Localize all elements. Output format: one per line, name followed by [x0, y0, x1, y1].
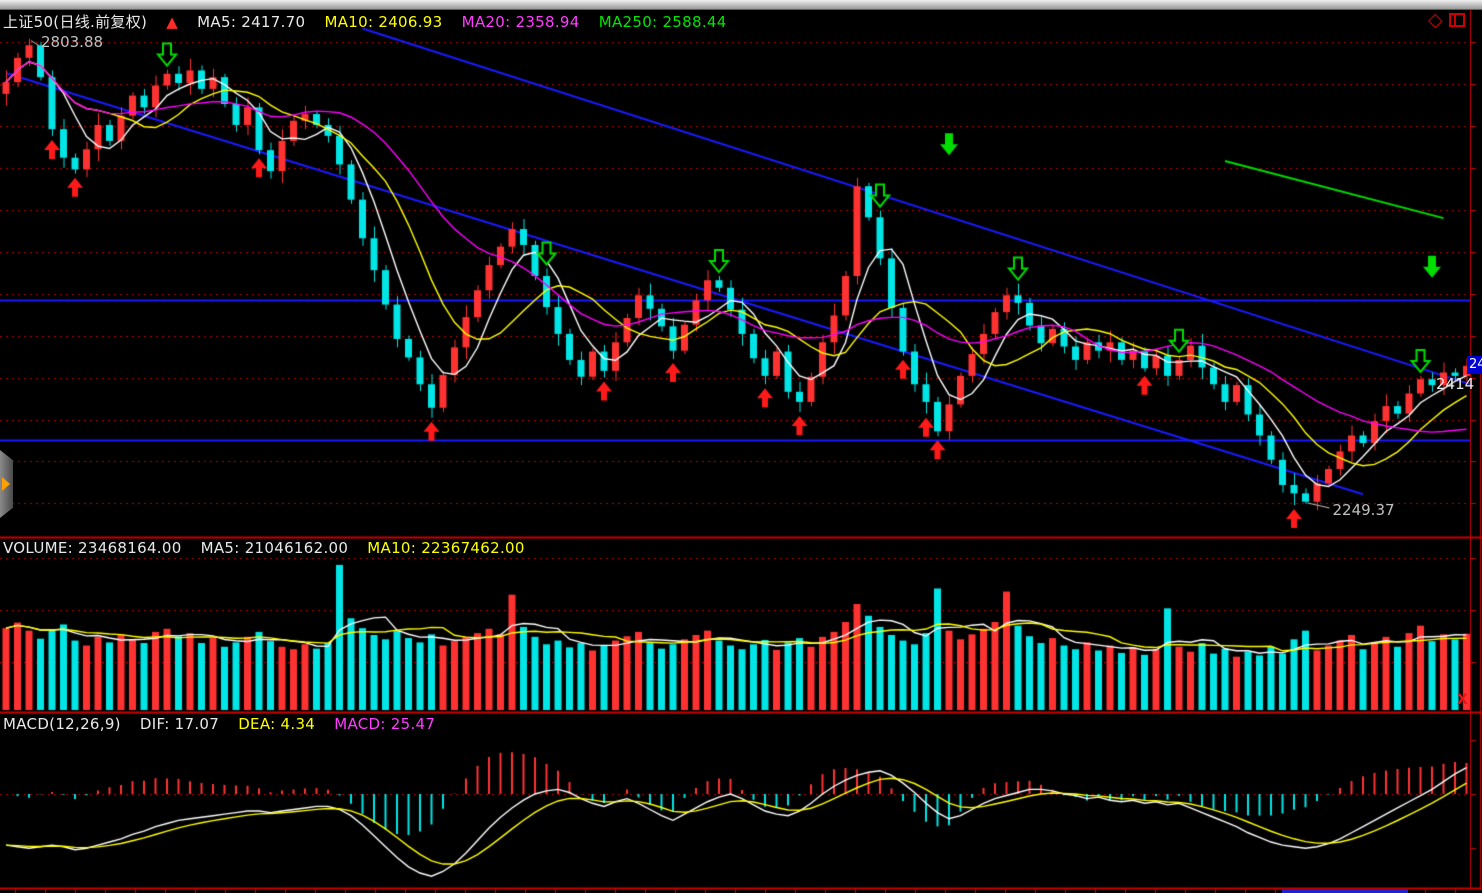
ma5-value: MA5: 2417.70: [197, 13, 306, 31]
last-price-annotation: 2414: [1436, 375, 1475, 394]
volume-value: VOLUME: 23468164.00: [3, 539, 182, 557]
last-price-box: 24: [1467, 355, 1482, 374]
high-price-label: 2803.88: [41, 32, 104, 51]
macd-pane-header: MACD(12,26,9) DIF: 17.07 DEA: 4.34 MACD:…: [3, 715, 449, 733]
macd-value: MACD: 25.47: [334, 715, 436, 733]
macd-indicator-name: MACD(12,26,9): [3, 715, 121, 733]
diamond-icon[interactable]: ◇: [1428, 9, 1443, 31]
volume-ma10-value: MA10: 22367462.00: [367, 539, 525, 557]
expand-arrow-icon: [2, 477, 10, 491]
volume-ma5-value: MA5: 21046162.00: [200, 539, 349, 557]
volume-pane-header: VOLUME: 23468164.00 MA5: 21046162.00 MA1…: [3, 539, 539, 557]
window-titlebar: [0, 0, 1482, 10]
low-price-label: 2249.37: [1332, 500, 1395, 519]
split-window-icon[interactable]: [1449, 13, 1465, 27]
close-indicator-icon[interactable]: X: [1457, 692, 1468, 708]
up-arrow-icon: ▲: [166, 13, 179, 31]
ma10-value: MA10: 2406.93: [324, 13, 443, 31]
split-window-icon-divider: [1454, 15, 1456, 25]
ma250-value: MA250: 2588.44: [598, 13, 727, 31]
price-pane-header: 上证50(日线.前复权) ▲ MA5: 2417.70 MA10: 2406.9…: [3, 11, 741, 32]
scroll-indicator[interactable]: [1282, 889, 1408, 893]
dea-value: DEA: 4.34: [238, 715, 316, 733]
dif-value: DIF: 17.07: [139, 715, 220, 733]
instrument-title: 上证50(日线.前复权): [3, 13, 148, 31]
sidebar-expand-handle[interactable]: [0, 450, 13, 518]
ma20-value: MA20: 2358.94: [461, 13, 580, 31]
